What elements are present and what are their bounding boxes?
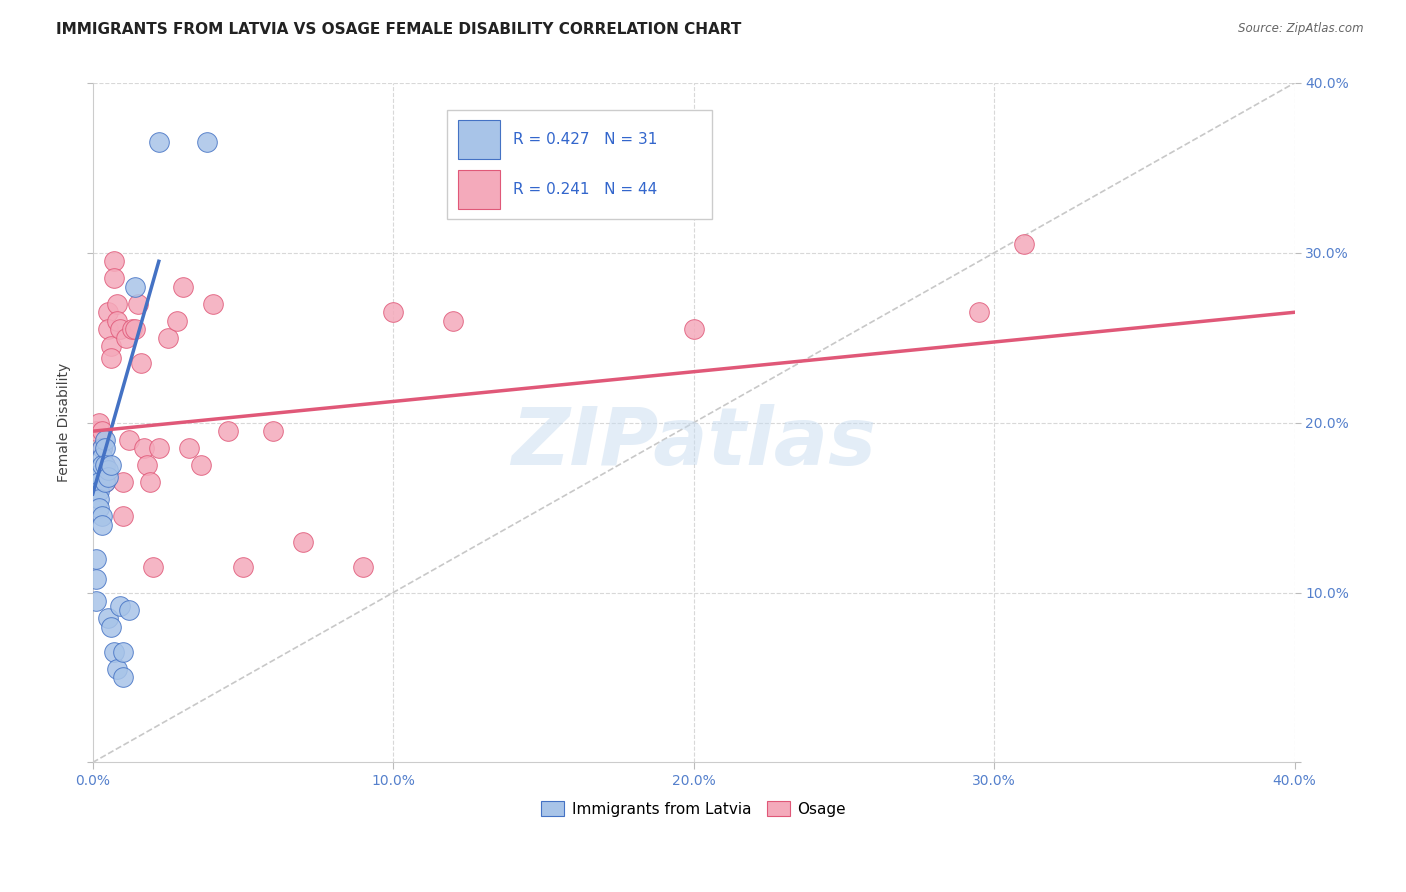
Point — [87, 483, 110, 498]
Point — [111, 671, 134, 685]
Point — [292, 534, 315, 549]
Point — [97, 322, 120, 336]
Point — [87, 475, 110, 490]
Point — [967, 305, 990, 319]
Point — [124, 322, 146, 336]
Point — [129, 356, 152, 370]
Point — [682, 322, 704, 336]
Point — [382, 305, 405, 319]
Point — [124, 280, 146, 294]
Point — [352, 560, 374, 574]
Text: ZIPatlas: ZIPatlas — [512, 404, 876, 482]
Point — [132, 441, 155, 455]
Point — [105, 297, 128, 311]
Point — [84, 572, 107, 586]
Point — [90, 517, 112, 532]
Point — [108, 599, 131, 614]
Point — [90, 509, 112, 524]
Point — [1012, 237, 1035, 252]
Point — [172, 280, 194, 294]
Point — [97, 305, 120, 319]
Point — [232, 560, 254, 574]
Point — [100, 351, 122, 365]
Point — [90, 424, 112, 438]
Point — [93, 475, 115, 490]
Point — [87, 500, 110, 515]
Point — [118, 433, 141, 447]
Point — [97, 611, 120, 625]
Point — [93, 433, 115, 447]
Point — [121, 322, 143, 336]
Point — [84, 594, 107, 608]
Point — [108, 322, 131, 336]
Point — [142, 560, 165, 574]
Point — [90, 450, 112, 464]
Point — [111, 509, 134, 524]
Point — [111, 645, 134, 659]
Point — [93, 475, 115, 490]
Point — [93, 441, 115, 455]
Point — [118, 602, 141, 616]
Point — [84, 551, 107, 566]
Point — [177, 441, 200, 455]
Point — [87, 467, 110, 481]
Point — [90, 441, 112, 455]
Point — [103, 271, 125, 285]
Point — [190, 458, 212, 472]
Point — [90, 458, 112, 472]
Point — [111, 475, 134, 490]
Point — [135, 458, 157, 472]
Point — [93, 458, 115, 472]
Point — [114, 331, 136, 345]
Point — [84, 424, 107, 438]
Point — [441, 314, 464, 328]
Point — [166, 314, 188, 328]
Point — [87, 492, 110, 507]
Point — [87, 416, 110, 430]
Point — [100, 339, 122, 353]
Point — [139, 475, 162, 490]
Point — [262, 424, 284, 438]
Point — [90, 441, 112, 455]
Point — [201, 297, 224, 311]
Point — [156, 331, 179, 345]
Text: Source: ZipAtlas.com: Source: ZipAtlas.com — [1239, 22, 1364, 36]
Point — [148, 136, 170, 150]
Point — [217, 424, 239, 438]
Point — [127, 297, 149, 311]
Point — [103, 645, 125, 659]
Point — [93, 458, 115, 472]
Point — [97, 463, 120, 477]
Point — [195, 136, 218, 150]
Point — [105, 314, 128, 328]
Point — [103, 254, 125, 268]
Text: IMMIGRANTS FROM LATVIA VS OSAGE FEMALE DISABILITY CORRELATION CHART: IMMIGRANTS FROM LATVIA VS OSAGE FEMALE D… — [56, 22, 741, 37]
Point — [105, 662, 128, 676]
Point — [148, 441, 170, 455]
Point — [100, 458, 122, 472]
Y-axis label: Female Disability: Female Disability — [58, 363, 72, 483]
Legend: Immigrants from Latvia, Osage: Immigrants from Latvia, Osage — [536, 795, 852, 822]
Point — [97, 470, 120, 484]
Point — [100, 619, 122, 633]
